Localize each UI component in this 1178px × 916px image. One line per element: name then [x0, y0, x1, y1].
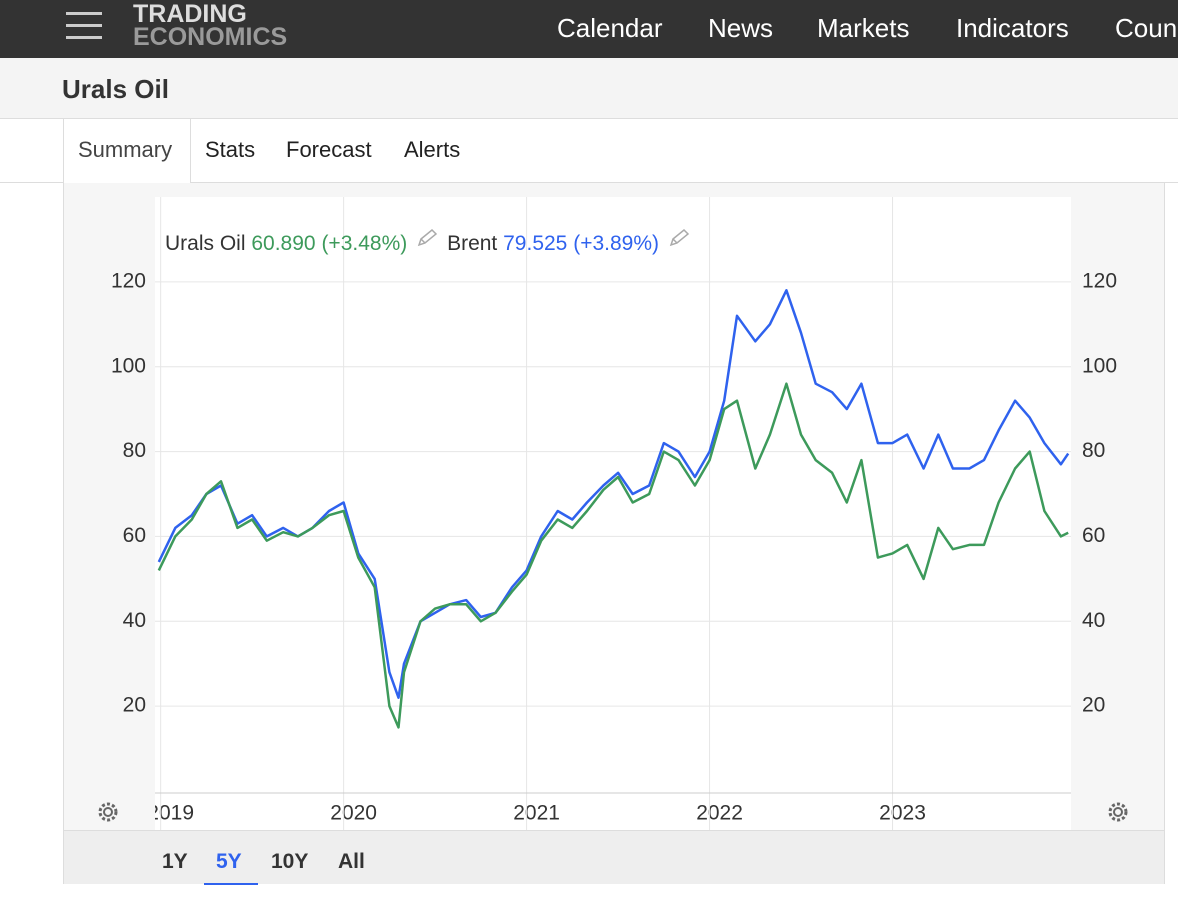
- legend-price: 79.525: [503, 232, 568, 255]
- tab[interactable]: Stats: [205, 137, 256, 162]
- y2-tick-label: 100: [1082, 354, 1117, 377]
- edit-icon[interactable]: [413, 228, 439, 248]
- legend-name: Urals Oil: [165, 232, 246, 255]
- edit-icon[interactable]: [665, 228, 691, 248]
- range-button[interactable]: All: [338, 850, 365, 873]
- y-tick-label: 80: [123, 439, 146, 462]
- tab[interactable]: Forecast: [286, 137, 372, 162]
- range-underline: [204, 883, 258, 885]
- top-nav: TRADING ECONOMICS Calendar News Markets …: [0, 0, 1178, 58]
- x-tick-label: 2020: [330, 802, 377, 825]
- y-tick-label: 60: [123, 524, 146, 547]
- range-button[interactable]: 10Y: [271, 850, 309, 873]
- legend-change: (+3.89%): [573, 232, 659, 255]
- legend: Urals Oil 60.890 (+3.48%) Brent 79.525 (…: [165, 228, 699, 256]
- x-tick-label: 2022: [696, 802, 743, 825]
- menu-icon[interactable]: [66, 12, 102, 40]
- y-tick-label: 40: [123, 609, 146, 632]
- nav-item[interactable]: Calendar: [557, 13, 663, 43]
- legend-change: (+3.48%): [321, 232, 408, 255]
- series-line: [157, 382, 1069, 729]
- y2-tick-label: 120: [1082, 269, 1117, 292]
- header: Urals Oil: [0, 58, 1178, 119]
- range-bar: [64, 830, 1164, 884]
- range-button[interactable]: 1Y: [162, 850, 188, 873]
- logo[interactable]: TRADING ECONOMICS: [133, 0, 288, 51]
- nav-item[interactable]: Coun: [1115, 13, 1178, 43]
- y-tick-label: 120: [111, 269, 146, 292]
- page-title: Urals Oil: [62, 74, 169, 104]
- logo-line: TRADING: [133, 0, 247, 28]
- tab[interactable]: Summary: [78, 137, 173, 162]
- logo-line: ECONOMICS: [133, 23, 288, 51]
- gear-icon[interactable]: [1108, 802, 1128, 822]
- gear-icon[interactable]: [98, 802, 118, 822]
- y-tick-label: 100: [111, 354, 146, 377]
- nav-item[interactable]: Markets: [817, 13, 910, 43]
- legend-price: 60.890: [251, 232, 316, 255]
- x-tick-label: 2021: [513, 802, 560, 825]
- tab[interactable]: Alerts: [404, 137, 461, 162]
- active-tab-bg: [63, 119, 191, 185]
- divider: [0, 182, 1178, 183]
- y-tick-label: 20: [123, 694, 146, 717]
- y2-tick-label: 60: [1082, 524, 1105, 547]
- plot-area: [155, 197, 1071, 830]
- y2-tick-label: 20: [1082, 694, 1105, 717]
- y2-tick-label: 40: [1082, 609, 1105, 632]
- x-tick-label: 2023: [879, 802, 926, 825]
- x-tick-label: 2019: [147, 802, 194, 825]
- range-button[interactable]: 5Y: [216, 850, 242, 873]
- y2-tick-label: 80: [1082, 439, 1105, 462]
- nav-item[interactable]: News: [708, 13, 774, 43]
- nav-item[interactable]: Indicators: [956, 13, 1069, 43]
- legend-name: Brent: [447, 232, 498, 255]
